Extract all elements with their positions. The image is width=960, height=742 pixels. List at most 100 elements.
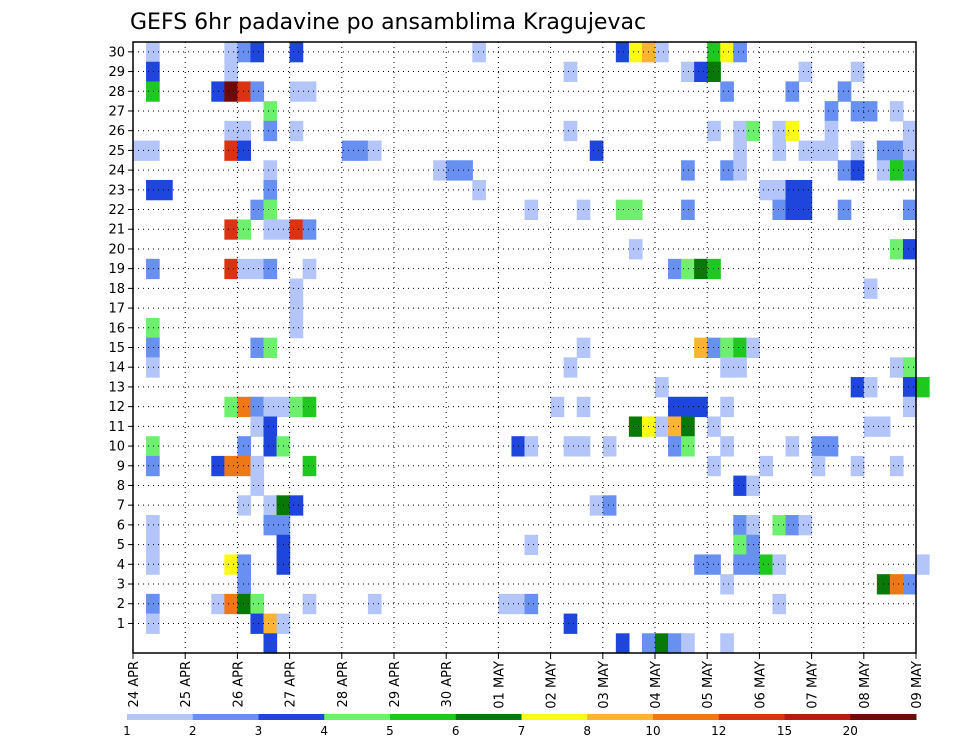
heatmap-cell [237,219,252,240]
heatmap-cell [694,258,708,280]
heatmap-cell [224,120,238,142]
heatmap-cell [237,593,252,615]
heatmap-cell [733,140,747,161]
heatmap-cell [237,396,252,418]
heatmap-cell [863,377,878,398]
y-tick-label: 28 [108,85,125,100]
heatmap-cell [628,416,643,437]
heatmap-cell [720,396,734,418]
heatmap-cell [237,554,252,575]
x-tick-label: 06 MAY [753,661,768,709]
heatmap-cell [681,258,695,280]
heatmap-cell [302,455,317,477]
heatmap-cell [707,337,721,358]
heatmap-cell [263,515,278,536]
heatmap-cell [720,436,734,457]
heatmap-cell [694,396,708,418]
heatmap-cell [263,396,278,418]
heatmap-cell [224,554,238,575]
heatmap-cell [863,278,878,299]
heatmap-cell [250,416,265,437]
y-tick-label: 2 [117,597,125,612]
legend-label: 1 [123,724,131,738]
heatmap-cell [694,554,708,575]
y-tick-label: 6 [117,518,125,533]
heatmap-cell [367,140,382,161]
heatmap-cell [302,81,317,102]
heatmap-cell [785,81,800,102]
heatmap-cell [146,515,160,536]
heatmap-cell [681,199,695,220]
heatmap-cell [563,357,578,378]
heatmap-cell [146,554,160,575]
heatmap-cell [146,81,160,102]
heatmap-cell [237,495,252,516]
heatmap-cell [146,61,160,83]
heatmap-cell [850,377,865,398]
heatmap-cell [772,120,787,142]
heatmap-cell [289,278,304,299]
y-tick-label: 16 [108,321,125,336]
heatmap-cell [224,61,238,83]
heatmap-cell [289,298,304,319]
y-axis-ticks: 1234567891011121314151617181920212223242… [108,45,133,632]
heatmap-cell [146,436,160,457]
heatmap-cell [668,416,682,437]
y-tick-label: 21 [108,223,125,238]
x-axis-ticks: 24 APR 25 APR 26 APR 27 APR 28 APR 29 APR 30 A… [127,653,925,709]
x-tick-label: 03 MAY [597,661,612,709]
heatmap-cell [263,199,278,220]
heatmap-cell [263,495,278,516]
legend-label: 12 [711,724,726,738]
heatmap-cell [159,179,173,201]
heatmap-cell [902,574,917,595]
heatmap-cell [902,239,917,260]
heatmap-cell [302,258,317,280]
heatmap-cell [250,475,265,496]
heatmap-cell [889,574,904,595]
heatmap-cell [916,377,930,398]
heatmap-cell [263,179,278,201]
grid-lines [133,42,916,653]
heatmap-cell [759,554,774,575]
heatmap-cell [681,436,695,457]
heatmap-cell [146,140,160,161]
heatmap-cell [916,554,930,575]
legend-swatch [455,714,522,720]
heatmap-cell [655,416,669,437]
heatmap-cell [263,436,278,457]
y-tick-label: 29 [108,65,125,80]
heatmap-cell [263,219,278,240]
heatmap-cell [146,534,160,556]
y-tick-label: 22 [108,203,125,218]
heatmap-cell [263,633,278,654]
heatmap-cell [263,120,278,142]
heatmap-cell [263,101,278,122]
heatmap-cell [902,160,917,181]
heatmap-cell [824,120,839,142]
legend-label: 20 [843,724,858,738]
heatmap-cell [668,258,682,280]
heatmap-cell [733,160,747,181]
heatmap-cell [798,61,813,83]
legend-swatch [521,714,588,720]
heatmap-cell [250,42,265,63]
heatmap-cell [589,140,604,161]
heatmap-cell [798,515,813,536]
heatmap-cell [655,633,669,654]
legend-label: 7 [518,724,526,738]
legend-label: 10 [645,724,660,738]
heatmap-cell [250,455,265,477]
heatmap-cell [902,140,917,161]
heatmap-cell [902,120,917,142]
heatmap-cell [250,396,265,418]
heatmap-cell [837,81,852,102]
heatmap-cell [524,593,539,615]
heatmap-cell [563,613,578,634]
heatmap-cell [472,179,486,201]
heatmap-cell [615,633,630,654]
heatmap-cell [889,101,904,122]
heatmap-cell [263,258,278,280]
y-tick-label: 1 [117,617,125,632]
heatmap-cell [250,337,265,358]
